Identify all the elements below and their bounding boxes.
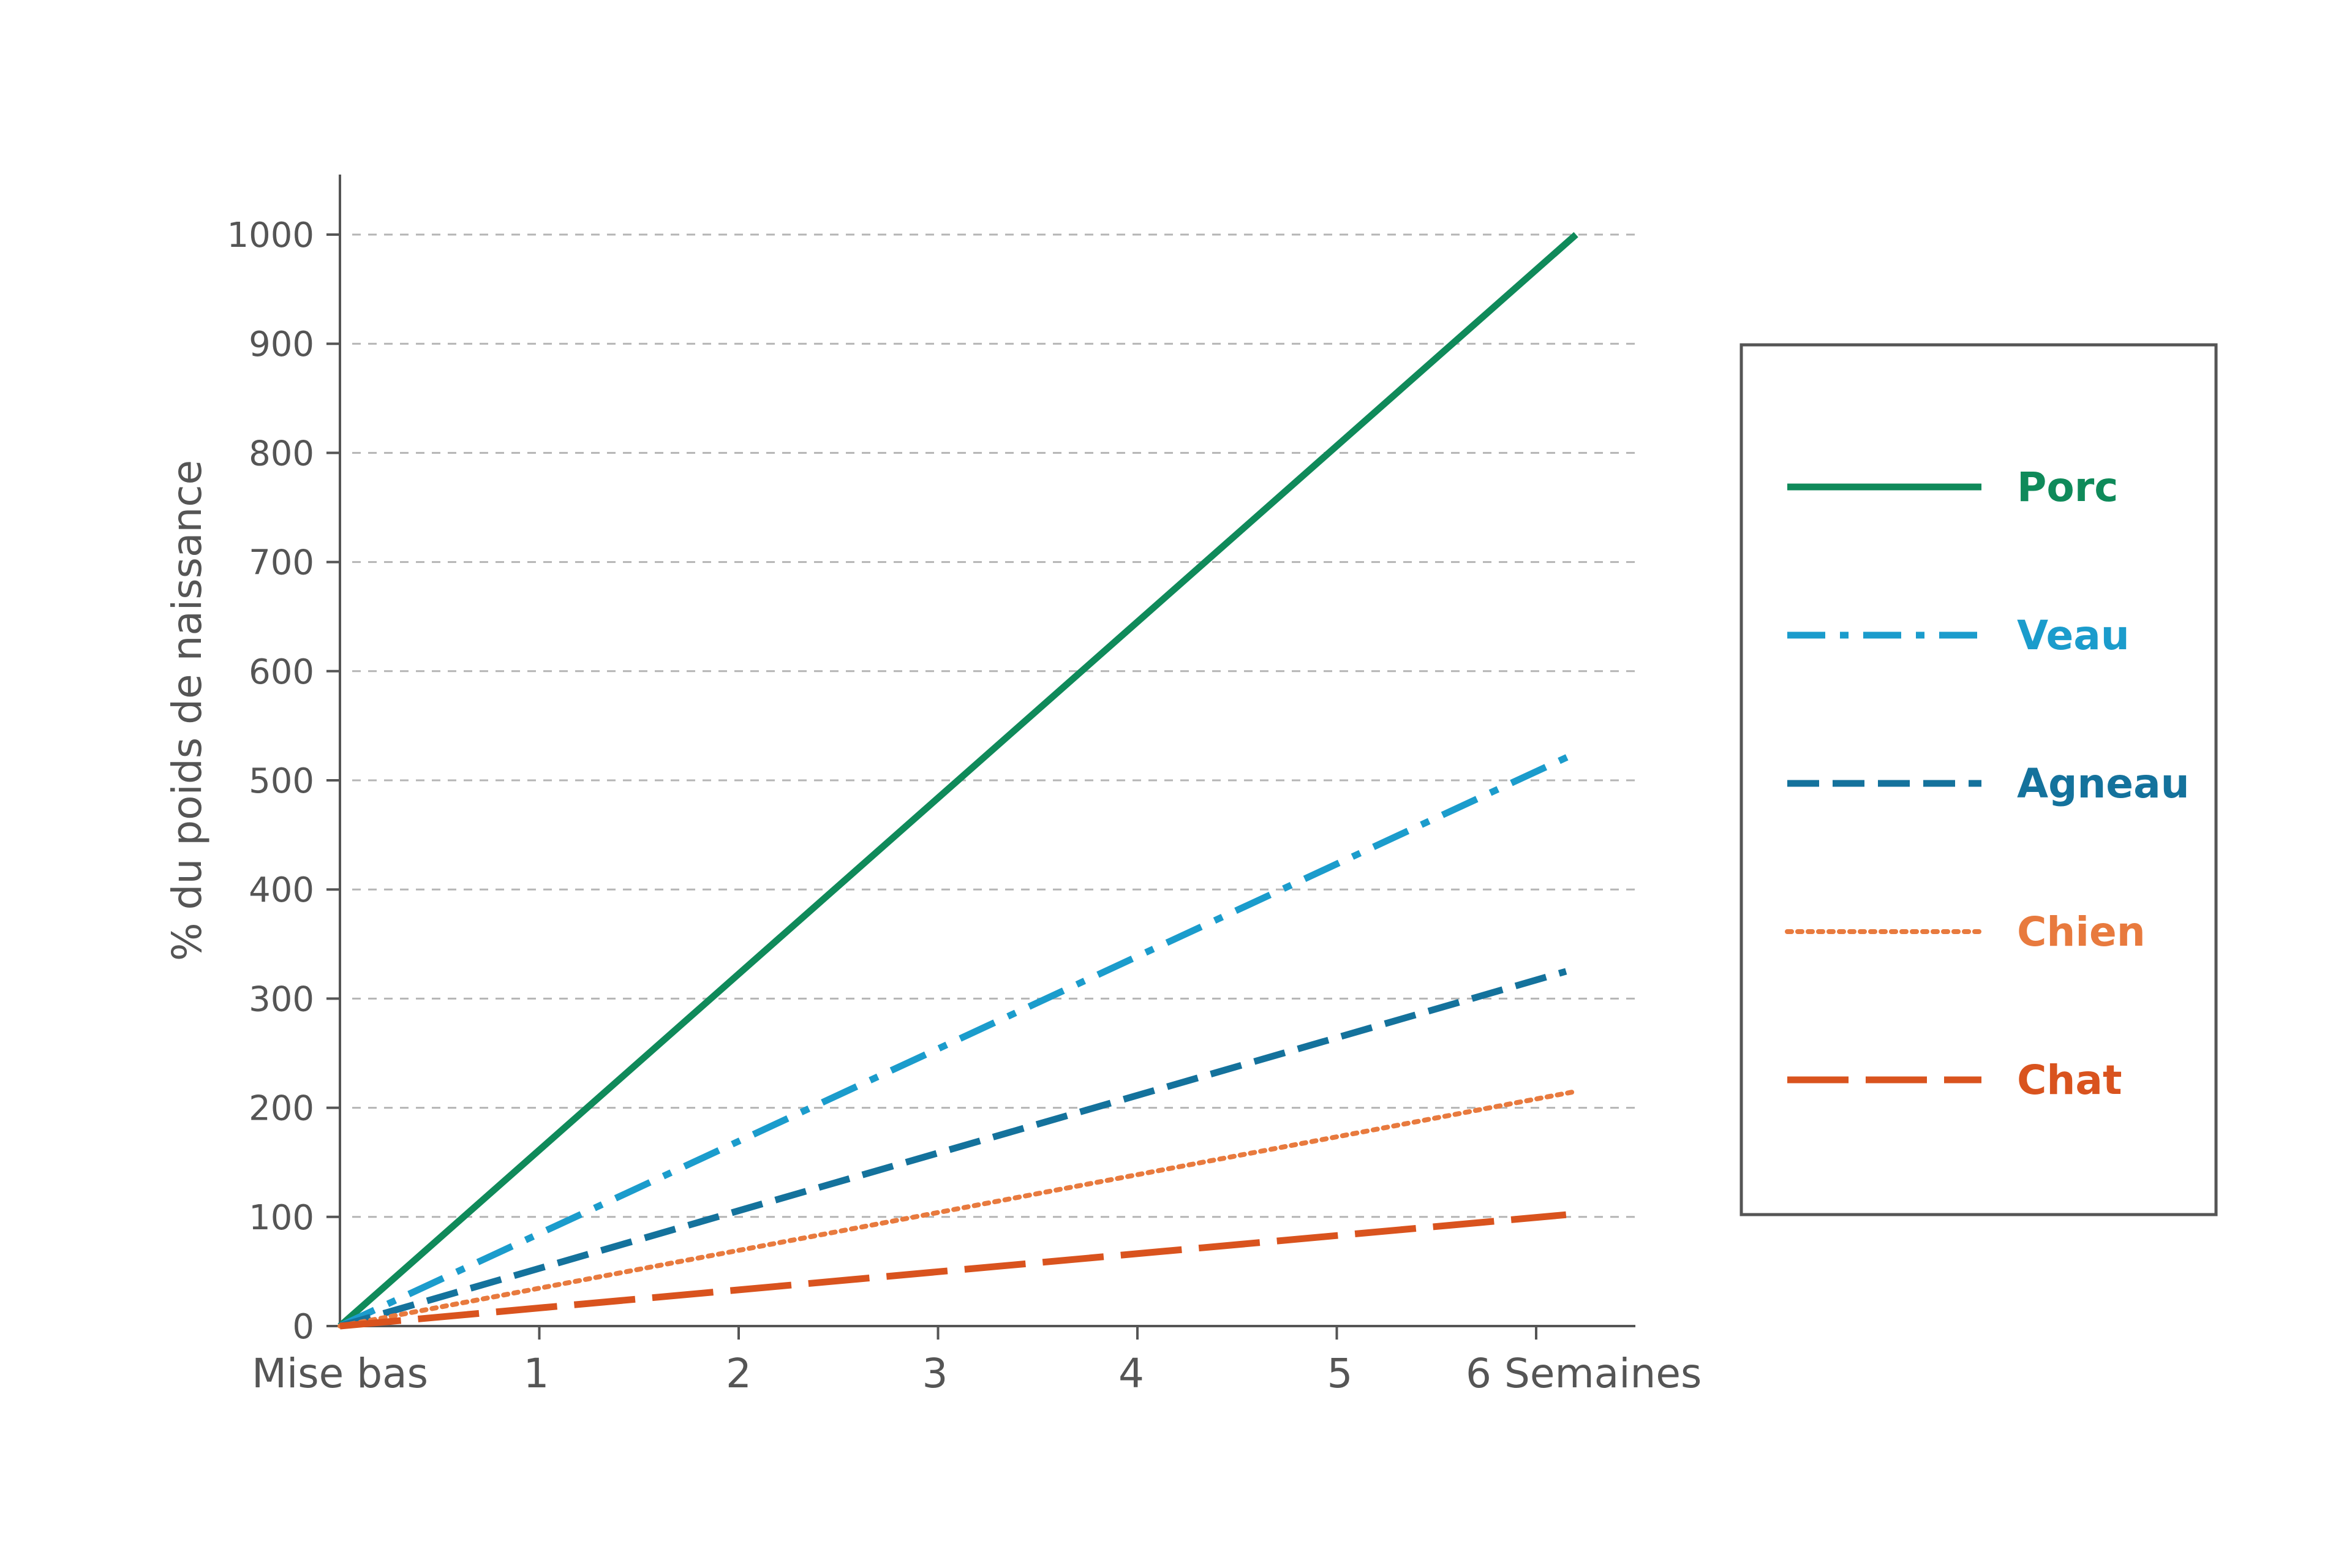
x-tick-label: 6 Semaines: [1466, 1350, 1702, 1397]
series-line-chien: [337, 1088, 1579, 1329]
y-tick-label: 100: [249, 1198, 314, 1238]
x-tick-label: 4: [1118, 1350, 1144, 1397]
series-line-agneau: [339, 968, 1567, 1330]
legend-label-porc: Porc: [2017, 464, 2118, 511]
axes: [339, 175, 1635, 1327]
series-line-veau: [338, 750, 1578, 1329]
y-tick-label: 700: [249, 543, 314, 583]
series-line-porc: [337, 232, 1578, 1329]
legend-label-chat: Chat: [2017, 1057, 2122, 1104]
x-tick-label: Mise bas: [252, 1350, 428, 1397]
legend: Porc Veau Agneau Chien Chat: [1740, 343, 2218, 1216]
legend-label-veau: Veau: [2017, 612, 2130, 659]
y-tick-label: 200: [249, 1089, 314, 1129]
y-tick-label: 900: [249, 325, 314, 364]
y-tick-label: 300: [249, 979, 314, 1019]
x-tick-label: 5: [1327, 1350, 1353, 1397]
y-tick-label: 800: [249, 434, 314, 473]
x-tick-label: 1: [524, 1350, 549, 1397]
series-lines: [337, 232, 1579, 1330]
y-ticks: 0 100 200 300 400 500 600 700 800 900 1000: [227, 216, 340, 1347]
y-tick-label: 400: [249, 870, 314, 910]
legend-label-chien: Chien: [2017, 908, 2146, 956]
grid-lines: [352, 233, 1635, 1218]
series-line-chat: [339, 1211, 1567, 1330]
y-tick-label: 500: [249, 761, 314, 801]
y-axis-title: % du poids de naissance: [164, 460, 211, 961]
x-tick-label: 3: [922, 1350, 948, 1397]
y-tick-label: 0: [292, 1307, 314, 1347]
y-tick-label: 1000: [227, 216, 314, 255]
legend-label-agneau: Agneau: [2017, 760, 2190, 807]
x-tick-label: 2: [726, 1350, 752, 1397]
x-ticks: Mise bas 1 2 3 4 5 6 Semaines: [252, 1326, 1702, 1397]
y-tick-label: 600: [249, 652, 314, 692]
